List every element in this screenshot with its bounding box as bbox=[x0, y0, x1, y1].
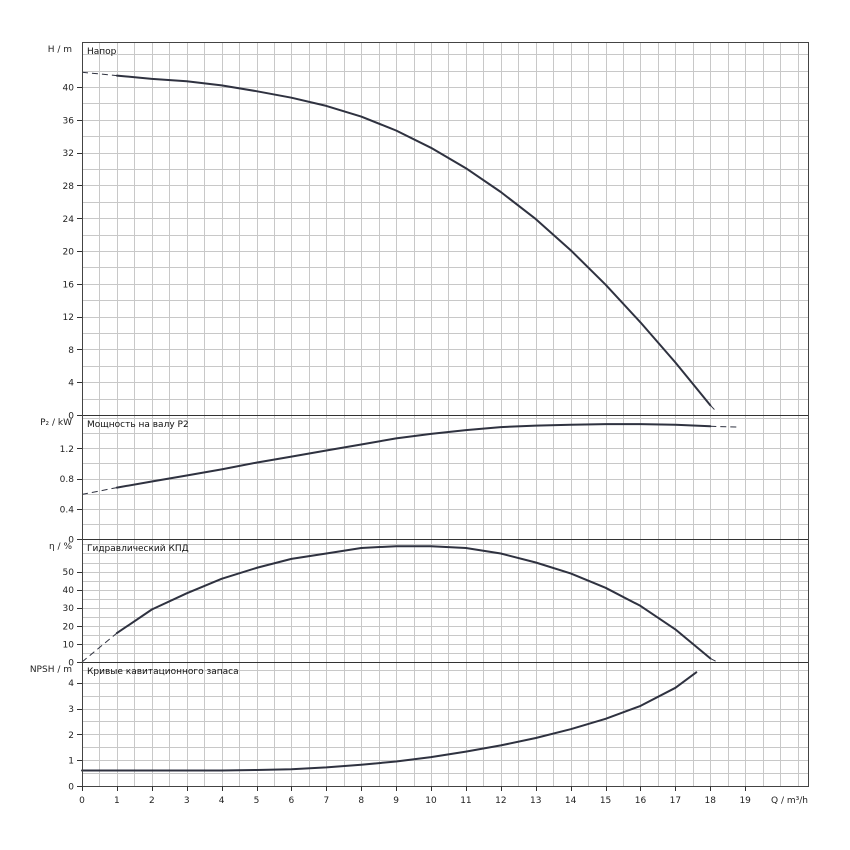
x-tick-label: 13 bbox=[530, 796, 541, 806]
curve-extension-end bbox=[710, 657, 718, 663]
x-tick-label: 8 bbox=[358, 796, 364, 806]
panel-title: Гидравлический КПД bbox=[87, 544, 189, 554]
x-axis-unit-label: Q / m³/h bbox=[771, 796, 808, 806]
x-tick-label: 17 bbox=[670, 796, 681, 806]
y-tick-label: 4 bbox=[68, 379, 74, 389]
x-tick-label: 0 bbox=[79, 796, 85, 806]
y-tick-label: 0 bbox=[68, 659, 74, 669]
panel-title: Мощность на валу P2 bbox=[87, 420, 189, 430]
x-tick-label: 1 bbox=[114, 796, 120, 806]
curve-npsh bbox=[81, 671, 698, 772]
y-tick-label: 0.8 bbox=[60, 475, 75, 485]
y-tick-label: 24 bbox=[63, 215, 75, 225]
y-tick-label: 0 bbox=[68, 536, 74, 546]
x-tick-label: 9 bbox=[393, 796, 399, 806]
x-tick-label: 6 bbox=[289, 796, 295, 806]
curve-power bbox=[115, 423, 712, 489]
y-tick-label: 20 bbox=[63, 622, 75, 632]
panel-title: Напор bbox=[87, 47, 117, 57]
y-tick-label: 40 bbox=[63, 586, 75, 596]
x-tick-label: 14 bbox=[565, 796, 577, 806]
y-tick-label: 16 bbox=[63, 280, 75, 290]
x-axis: Q / m³/h 0 1 2 3 4 5 6 7 8 9 10 11 12 13 14 15 16 17 18 19 bbox=[79, 786, 808, 806]
y-tick-label: 10 bbox=[63, 640, 75, 650]
x-tick-label: 4 bbox=[219, 796, 225, 806]
y-axis-label: H / m bbox=[48, 45, 72, 55]
y-tick-label: 40 bbox=[63, 84, 75, 94]
y-tick-label: 0 bbox=[68, 783, 74, 793]
curve-efficiency bbox=[115, 545, 712, 660]
y-axis-label: NPSH / m bbox=[30, 665, 72, 675]
y-tick-label: 1.2 bbox=[60, 445, 74, 455]
curve-extension-end bbox=[709, 404, 718, 413]
y-tick-label: 0.4 bbox=[60, 505, 75, 515]
x-tick-label: 19 bbox=[739, 796, 751, 806]
y-tick-label: 36 bbox=[63, 116, 75, 126]
panel-power: 0 0.4 0.8 1.2 P₂ / kW Мощность на валу P2 bbox=[40, 418, 808, 546]
x-tick-label: 18 bbox=[705, 796, 717, 806]
y-tick-label: 2 bbox=[68, 731, 74, 741]
y-tick-label: 8 bbox=[68, 346, 74, 356]
x-tick-label: 5 bbox=[254, 796, 260, 806]
x-tick-label: 11 bbox=[460, 796, 471, 806]
y-tick-label: 28 bbox=[63, 182, 75, 192]
curve-extension-start bbox=[81, 71, 117, 77]
curve-extension-end bbox=[710, 425, 739, 428]
y-tick-label: 3 bbox=[68, 705, 74, 715]
y-tick-label: 32 bbox=[63, 149, 74, 159]
x-tick-label: 7 bbox=[323, 796, 329, 806]
y-axis-label: P₂ / kW bbox=[40, 418, 72, 428]
curve-extension-start bbox=[81, 632, 118, 663]
panel-head: 0 4 8 12 16 20 24 28 32 36 40 H / m Напор bbox=[48, 45, 808, 422]
x-tick-label: 2 bbox=[149, 796, 155, 806]
y-tick-label: 50 bbox=[63, 568, 75, 578]
x-tick-label: 16 bbox=[635, 796, 647, 806]
panel-title: Кривые кавитационного запаса bbox=[87, 667, 239, 677]
panel-efficiency: 0 10 20 30 40 50 η / % Гидравлический КПД bbox=[49, 542, 808, 669]
x-tick-label: 10 bbox=[425, 796, 437, 806]
curve-head bbox=[115, 74, 712, 407]
curve-extension-start bbox=[81, 487, 117, 495]
chart-frame bbox=[82, 42, 809, 787]
y-tick-label: 30 bbox=[63, 604, 75, 614]
y-tick-label: 4 bbox=[68, 679, 74, 689]
y-axis-label: η / % bbox=[49, 542, 72, 552]
y-tick-label: 12 bbox=[63, 313, 74, 323]
x-tick-label: 12 bbox=[495, 796, 506, 806]
y-tick-label: 1 bbox=[68, 757, 74, 767]
y-tick-label: 0 bbox=[68, 412, 74, 422]
x-tick-label: 3 bbox=[184, 796, 190, 806]
y-tick-label: 20 bbox=[63, 248, 75, 258]
x-tick-label: 15 bbox=[600, 796, 611, 806]
